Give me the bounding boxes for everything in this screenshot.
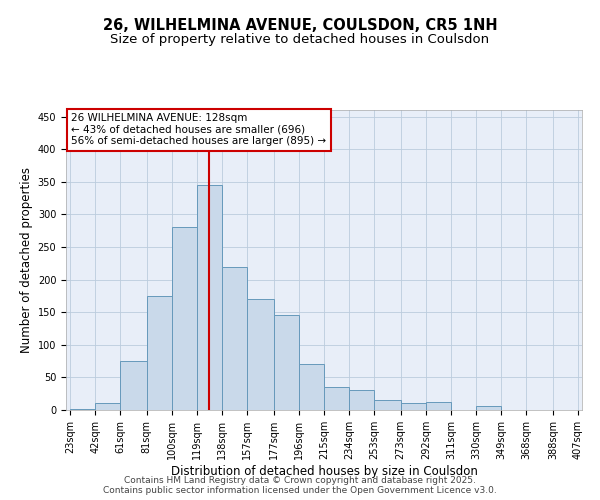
Bar xyxy=(401,404,425,410)
Bar xyxy=(121,361,146,410)
Bar xyxy=(324,387,349,410)
Bar xyxy=(299,364,324,410)
Text: 26, WILHELMINA AVENUE, COULSDON, CR5 1NH: 26, WILHELMINA AVENUE, COULSDON, CR5 1NH xyxy=(103,18,497,32)
Bar xyxy=(147,296,172,410)
Bar xyxy=(349,390,374,410)
Text: Size of property relative to detached houses in Coulsdon: Size of property relative to detached ho… xyxy=(110,32,490,46)
Text: 26 WILHELMINA AVENUE: 128sqm
← 43% of detached houses are smaller (696)
56% of s: 26 WILHELMINA AVENUE: 128sqm ← 43% of de… xyxy=(71,114,326,146)
Bar xyxy=(426,402,451,410)
Bar xyxy=(374,400,401,410)
Bar xyxy=(70,408,95,410)
Bar xyxy=(223,266,247,410)
X-axis label: Distribution of detached houses by size in Coulsdon: Distribution of detached houses by size … xyxy=(170,464,478,477)
Bar xyxy=(247,299,274,410)
Bar xyxy=(476,406,501,410)
Bar xyxy=(172,228,197,410)
Bar xyxy=(197,185,222,410)
Bar xyxy=(274,316,299,410)
Y-axis label: Number of detached properties: Number of detached properties xyxy=(20,167,34,353)
Text: Contains HM Land Registry data © Crown copyright and database right 2025.
Contai: Contains HM Land Registry data © Crown c… xyxy=(103,476,497,495)
Bar xyxy=(95,404,120,410)
